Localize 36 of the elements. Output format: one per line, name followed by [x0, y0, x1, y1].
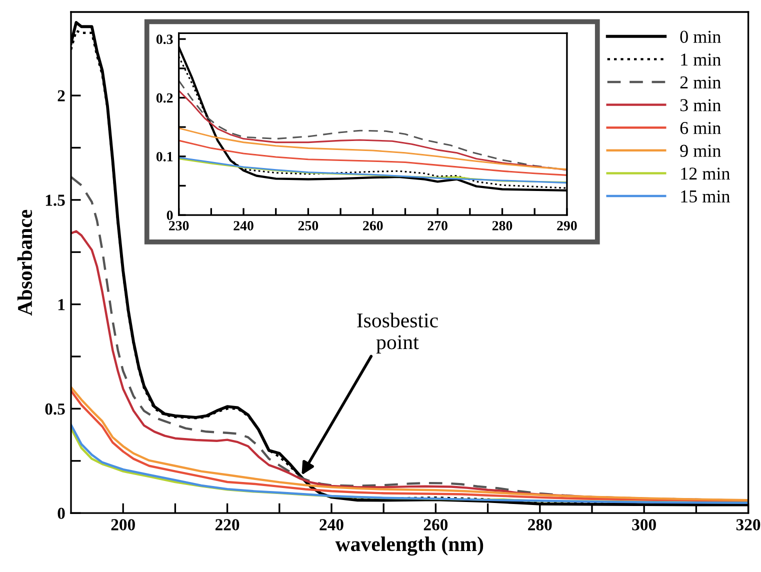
- x-tick-label: 320: [736, 519, 760, 530]
- y-tick-label: 2: [58, 90, 65, 102]
- x-tick-label: 280: [528, 519, 552, 530]
- x-tick-label: 300: [632, 519, 656, 530]
- y-tick-label: 1.5: [46, 194, 65, 206]
- x-tick-label: 240: [234, 221, 254, 230]
- line-series: [178, 127, 567, 170]
- y-tick-label: 0.3: [156, 34, 173, 44]
- x-tick-label: 220: [216, 519, 240, 530]
- legend-label: 6 min: [680, 122, 721, 134]
- x-tick-label: 290: [557, 221, 577, 230]
- line-series: [178, 140, 567, 176]
- y-tick-label: 1: [58, 299, 65, 310]
- x-tick-label: 200: [111, 519, 135, 530]
- y-axis-title: Absorbance: [17, 210, 32, 316]
- annotation: Isosbestic point: [357, 312, 438, 354]
- legend-label: 0 min: [680, 30, 721, 43]
- y-tick-label: 0.2: [156, 93, 173, 103]
- legend-label: 3 min: [680, 99, 721, 112]
- y-tick-label: 0: [166, 210, 173, 220]
- legend-label: 15 min: [681, 190, 730, 203]
- x-tick-label: 260: [363, 221, 383, 230]
- legend-label: 12 min: [681, 168, 730, 180]
- legend-label: 9 min: [680, 144, 721, 157]
- y-tick-label: 0.1: [156, 152, 173, 162]
- x-tick-label: 280: [492, 221, 512, 230]
- x-tick-label: 240: [320, 519, 344, 530]
- y-tick-label: 0.5: [45, 403, 65, 415]
- x-tick-label: 250: [298, 221, 318, 230]
- x-tick-label: 270: [428, 221, 448, 230]
- x-tick-label: 230: [169, 221, 189, 230]
- legend-label: 1 min: [681, 54, 721, 66]
- x-axis-title: wavelength (nm): [335, 536, 484, 556]
- legend-label: 2 min: [680, 76, 721, 88]
- x-tick-label: 260: [424, 519, 448, 530]
- y-tick-label: 0: [58, 508, 65, 520]
